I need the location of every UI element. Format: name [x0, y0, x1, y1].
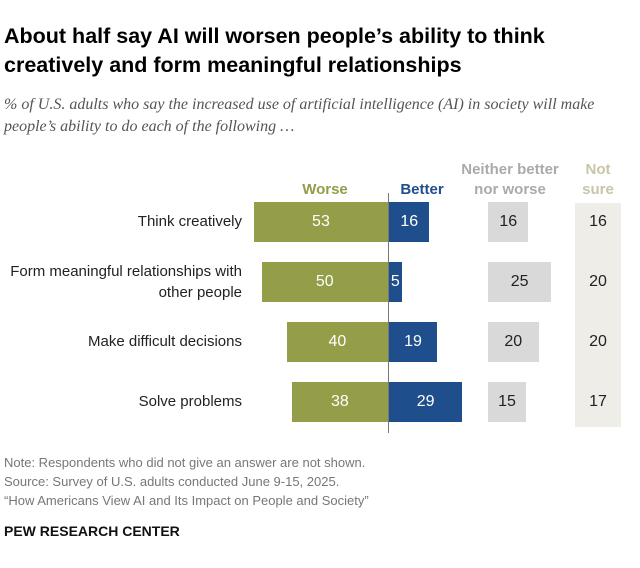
category-label: Think creatively [137, 213, 242, 230]
bar-better: 29 [389, 382, 463, 422]
value-not-sure: 20 [589, 333, 607, 350]
notes: Note: Respondents who did not give an an… [4, 453, 369, 510]
category-label: Form meaningful relationships with other… [10, 263, 242, 301]
report-title-line: “How Americans View AI and Its Impact on… [4, 493, 369, 508]
legend-neither: Neither better nor worse [461, 161, 559, 198]
value-not-sure: 16 [589, 213, 607, 230]
bar-worse: 50 [261, 262, 388, 302]
zero-axis-line [388, 193, 389, 433]
bar-better: 5 [389, 262, 402, 302]
bar-neither: 25 [488, 262, 552, 302]
legend-better: Better [400, 181, 444, 198]
bar-worse: 40 [286, 322, 388, 362]
chart-title: About half say AI will worsen people’s a… [4, 24, 545, 77]
bar-better: 19 [389, 322, 438, 362]
not-sure-column-bg [575, 203, 621, 427]
bar-neither: 15 [488, 382, 526, 422]
note-line: Note: Respondents who did not give an an… [4, 455, 366, 470]
legend-worse: Worse [302, 181, 348, 198]
value-not-sure: 17 [589, 393, 607, 410]
category-label: Solve problems [138, 393, 242, 410]
bar-neither: 20 [488, 322, 539, 362]
value-not-sure: 20 [589, 273, 607, 290]
bar-worse: 38 [291, 382, 388, 422]
category-label: Make difficult decisions [88, 333, 242, 350]
brand-logo-text: PEW RESEARCH CENTER [4, 523, 180, 539]
source-line: Source: Survey of U.S. adults conducted … [4, 474, 340, 489]
bar-worse: 53 [253, 202, 388, 242]
chart-subtitle: % of U.S. adults who say the increased u… [4, 96, 595, 135]
bar-neither: 16 [488, 202, 529, 242]
bar-better: 16 [389, 202, 430, 242]
legend-not-sure: Not sure [582, 161, 614, 198]
